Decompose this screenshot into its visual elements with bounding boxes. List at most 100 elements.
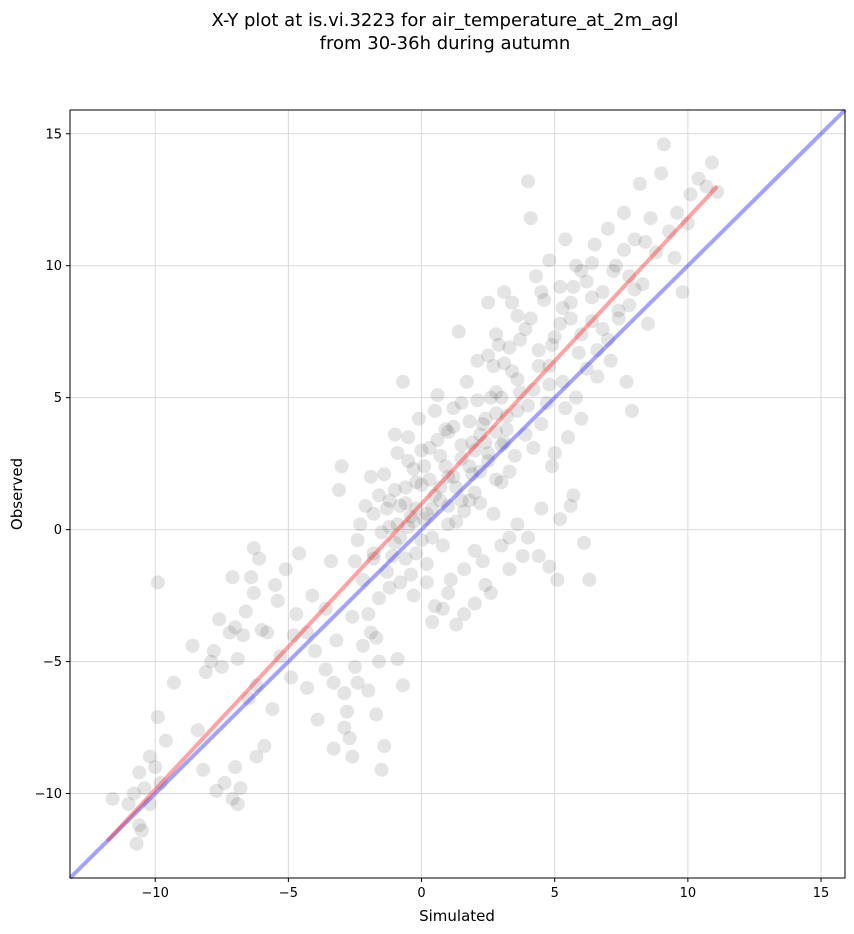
- data-point: [497, 356, 512, 371]
- x-tick-label: 10: [680, 886, 697, 901]
- data-point: [473, 427, 488, 442]
- data-point: [571, 345, 586, 360]
- data-point: [121, 797, 136, 812]
- data-point: [523, 211, 538, 226]
- y-tick-label: 15: [45, 127, 62, 142]
- data-point: [414, 443, 429, 458]
- data-point: [446, 469, 461, 484]
- data-point: [425, 501, 440, 516]
- data-point: [531, 343, 546, 358]
- data-point: [438, 459, 453, 474]
- data-point: [443, 572, 458, 587]
- data-point: [542, 559, 557, 574]
- data-point: [273, 649, 288, 664]
- data-point: [323, 554, 338, 569]
- data-point: [486, 506, 501, 521]
- data-point: [355, 572, 370, 587]
- data-point: [411, 411, 426, 426]
- data-point: [643, 211, 658, 226]
- data-point: [616, 242, 631, 257]
- data-point: [513, 332, 528, 347]
- data-point: [566, 488, 581, 503]
- data-point: [510, 403, 525, 418]
- data-point: [393, 575, 408, 590]
- data-point: [518, 322, 533, 337]
- data-point: [361, 683, 376, 698]
- data-point: [419, 575, 434, 590]
- data-point: [545, 459, 560, 474]
- data-point: [214, 659, 229, 674]
- data-point: [166, 675, 181, 690]
- data-point: [398, 480, 413, 495]
- data-point: [467, 543, 482, 558]
- data-point: [579, 361, 594, 376]
- data-point: [142, 797, 157, 812]
- data-point: [422, 472, 437, 487]
- data-point: [502, 562, 517, 577]
- data-point: [611, 303, 626, 318]
- data-point: [584, 314, 599, 329]
- data-point: [584, 290, 599, 305]
- data-point: [608, 258, 623, 273]
- data-point: [326, 675, 341, 690]
- data-point: [680, 216, 695, 231]
- data-point: [526, 440, 541, 455]
- data-point: [465, 467, 480, 482]
- data-point: [225, 791, 240, 806]
- data-point: [337, 686, 352, 701]
- data-point: [457, 562, 472, 577]
- data-point: [441, 517, 456, 532]
- data-point: [475, 417, 490, 432]
- grid: [70, 110, 845, 878]
- data-point: [595, 322, 610, 337]
- data-point: [310, 712, 325, 727]
- data-point: [366, 546, 381, 561]
- data-point: [430, 388, 445, 403]
- data-point: [236, 628, 251, 643]
- data-point: [427, 488, 442, 503]
- data-point: [473, 464, 488, 479]
- data-point: [252, 551, 267, 566]
- data-point: [366, 506, 381, 521]
- data-point: [478, 411, 493, 426]
- data-point: [435, 538, 450, 553]
- data-point: [228, 620, 243, 635]
- x-axis-ticks: −10 −5 0 5 10 15: [142, 878, 829, 901]
- data-point: [249, 749, 264, 764]
- data-point: [558, 232, 573, 247]
- data-point: [497, 435, 512, 450]
- data-point: [547, 446, 562, 461]
- data-point: [507, 448, 522, 463]
- data-point: [433, 448, 448, 463]
- data-point: [350, 675, 365, 690]
- scatter-points: [105, 137, 725, 851]
- data-point: [129, 836, 144, 851]
- data-point: [403, 509, 418, 524]
- data-point: [667, 250, 682, 265]
- data-point: [478, 578, 493, 593]
- data-point: [502, 340, 517, 355]
- data-point: [478, 435, 493, 450]
- data-point: [547, 329, 562, 344]
- data-point: [486, 359, 501, 373]
- data-point: [150, 710, 165, 725]
- data-point: [470, 393, 485, 408]
- data-point: [542, 359, 557, 373]
- data-point: [134, 823, 149, 838]
- data-point: [494, 438, 509, 453]
- data-point: [374, 762, 389, 777]
- data-point: [398, 551, 413, 566]
- data-point: [563, 311, 578, 326]
- data-point: [230, 797, 245, 812]
- data-point: [462, 493, 477, 508]
- data-point: [233, 781, 248, 796]
- data-point: [403, 567, 418, 582]
- data-point: [454, 493, 469, 508]
- data-point: [414, 533, 429, 548]
- chart-title-line2: from 30-36h during autumn: [320, 33, 571, 54]
- data-point: [300, 625, 315, 640]
- data-point: [286, 628, 301, 643]
- data-point: [523, 311, 538, 326]
- data-point: [228, 760, 243, 775]
- data-point: [342, 731, 357, 746]
